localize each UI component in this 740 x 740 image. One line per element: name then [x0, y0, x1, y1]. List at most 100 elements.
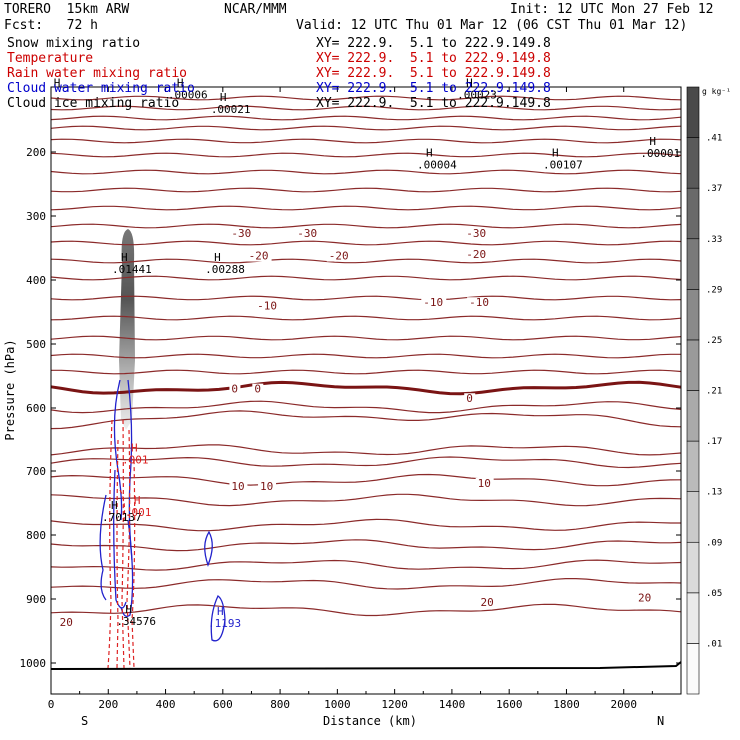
- snow-shading: [119, 229, 135, 430]
- maximum-marker: H: [134, 494, 141, 507]
- temperature-isotherm: [50, 335, 682, 341]
- temperature-label: 10: [478, 477, 491, 490]
- colorbar-tick-label: .29: [706, 285, 722, 295]
- maximum-marker: H: [177, 77, 184, 90]
- contour-labels: -30 -30 -30 -20 -20 -20 -10 -10 -10 0 0 0 10 10 10 20 20…: [54, 77, 680, 630]
- temperature-isotherm: [50, 275, 682, 281]
- label-backdrop: [464, 228, 490, 240]
- temperature-label: -10: [257, 299, 277, 312]
- temperature-label: 10: [260, 480, 273, 493]
- legend-label: Cloud ice mixing ratio: [7, 96, 180, 111]
- snow-column: [119, 229, 135, 430]
- cloud-water-contour: [99, 494, 107, 601]
- legend-xy: XY= 222.9. 5.1 to 222.9.149.8: [316, 96, 551, 111]
- temperature-label: -20: [249, 250, 269, 263]
- temperature-label: 20: [638, 592, 651, 605]
- temperature-label: -30: [231, 227, 251, 240]
- label-backdrop: [246, 250, 272, 262]
- valid-time: Valid: 12 UTC Thu 01 Mar 12 (06 CST Thu …: [296, 18, 688, 33]
- maximum-value: .00006: [168, 89, 208, 102]
- maximum-marker: H: [131, 441, 138, 454]
- colorbar-segment: [686, 541, 700, 594]
- colorbar-tick-label: .41: [706, 134, 722, 144]
- y-tick-label: 400: [26, 274, 46, 287]
- colorbar-tick-label: .01: [706, 639, 722, 649]
- colorbar-unit: g kg⁻¹: [702, 87, 731, 96]
- y-tick-label: 200: [26, 146, 46, 159]
- maximum-marker: H: [649, 135, 656, 148]
- rain-water-contour: [126, 429, 131, 669]
- label-backdrop: [464, 249, 490, 261]
- colorbar-tick-label: .17: [706, 437, 722, 447]
- temperature-label: -10: [469, 296, 489, 309]
- colorbar: .01 .05 .09 .13 .17 .21 .25 .29 .33 .37 .41 g kg⁻¹: [686, 86, 731, 695]
- cloud-water-contour: [204, 530, 213, 567]
- colorbar-segment: [686, 491, 700, 543]
- colorbar-tick-label: .33: [706, 235, 722, 245]
- label-backdrop: [326, 250, 352, 262]
- maximum-value: .001: [122, 453, 149, 466]
- cloud-water-contour: [113, 469, 127, 609]
- colorbar-segment: [686, 440, 700, 492]
- label-backdrop: [229, 481, 248, 493]
- label-backdrop: [636, 592, 655, 604]
- temperature-contours: [50, 95, 682, 670]
- maximum-marker: H: [125, 603, 132, 616]
- temperature-isotherm: [50, 380, 682, 396]
- label-backdrop: [467, 297, 493, 309]
- maximum-value: .00021: [211, 103, 251, 116]
- temperature-label: -20: [329, 250, 349, 263]
- maximum-value: .70137: [102, 511, 142, 524]
- legend-xy: XY= 222.9. 5.1 to 222.9.149.8: [316, 81, 551, 96]
- rain-water-contour: [119, 489, 126, 521]
- temperature-label: 0: [254, 383, 261, 396]
- x-tick-label: 1200: [381, 698, 408, 711]
- cloud-water-contours: [99, 379, 226, 642]
- temperature-isotherm: [50, 115, 682, 121]
- temperature-isotherm: [50, 603, 682, 617]
- temperature-isotherm: [50, 138, 682, 144]
- temperature-label: -10: [423, 296, 443, 309]
- temperature-isotherm: [50, 456, 682, 469]
- temperature-isotherm: [50, 315, 682, 321]
- temperature-label: -30: [466, 227, 486, 240]
- legend-label: Snow mixing ratio: [7, 36, 141, 51]
- colorbar-segment: [686, 289, 700, 341]
- maximum-marker: H: [552, 147, 559, 160]
- maximum-value: .00288: [205, 263, 245, 276]
- label-backdrop: [252, 383, 264, 395]
- cloud-water-contour: [210, 595, 226, 642]
- maximum-value: .01441: [112, 263, 152, 276]
- maximum-value: .00004: [417, 159, 457, 172]
- temperature-isotherm: [50, 95, 682, 101]
- colorbar-segment: [686, 137, 700, 189]
- colorbar-segment: [686, 238, 700, 290]
- maximum-value: .00107: [543, 159, 583, 172]
- temperature-label: 0: [466, 392, 473, 405]
- y-tick-label: 700: [26, 465, 46, 478]
- colorbar-segment: [686, 187, 700, 240]
- rain-water-contours: [107, 419, 136, 669]
- maximum-marker: H: [214, 251, 221, 264]
- temperature-isotherm: [50, 578, 682, 590]
- temperature-isotherm: [50, 240, 682, 246]
- y-tick-label: 900: [26, 593, 46, 606]
- x-tick-label: 1800: [553, 698, 580, 711]
- temperature-isotherm: [50, 105, 682, 111]
- maximum-marker: H: [220, 91, 227, 104]
- colorbar-tick-label: .13: [706, 488, 722, 498]
- temperature-isotherm: [50, 410, 682, 430]
- colorbar-tick-label: .25: [706, 336, 722, 346]
- temperature-isotherm: [50, 223, 682, 229]
- temperature-isotherm: [50, 169, 682, 175]
- temperature-isotherm: [50, 353, 681, 359]
- legend-label: Temperature: [7, 51, 94, 66]
- temperature-isotherm: [50, 400, 682, 414]
- label-backdrop: [475, 478, 494, 489]
- rain-water-contour: [116, 439, 119, 669]
- colorbar-segment: [686, 86, 700, 138]
- temperature-isotherm: [50, 125, 682, 131]
- north-endpoint: N: [657, 714, 664, 728]
- colorbar-segment: [686, 643, 700, 695]
